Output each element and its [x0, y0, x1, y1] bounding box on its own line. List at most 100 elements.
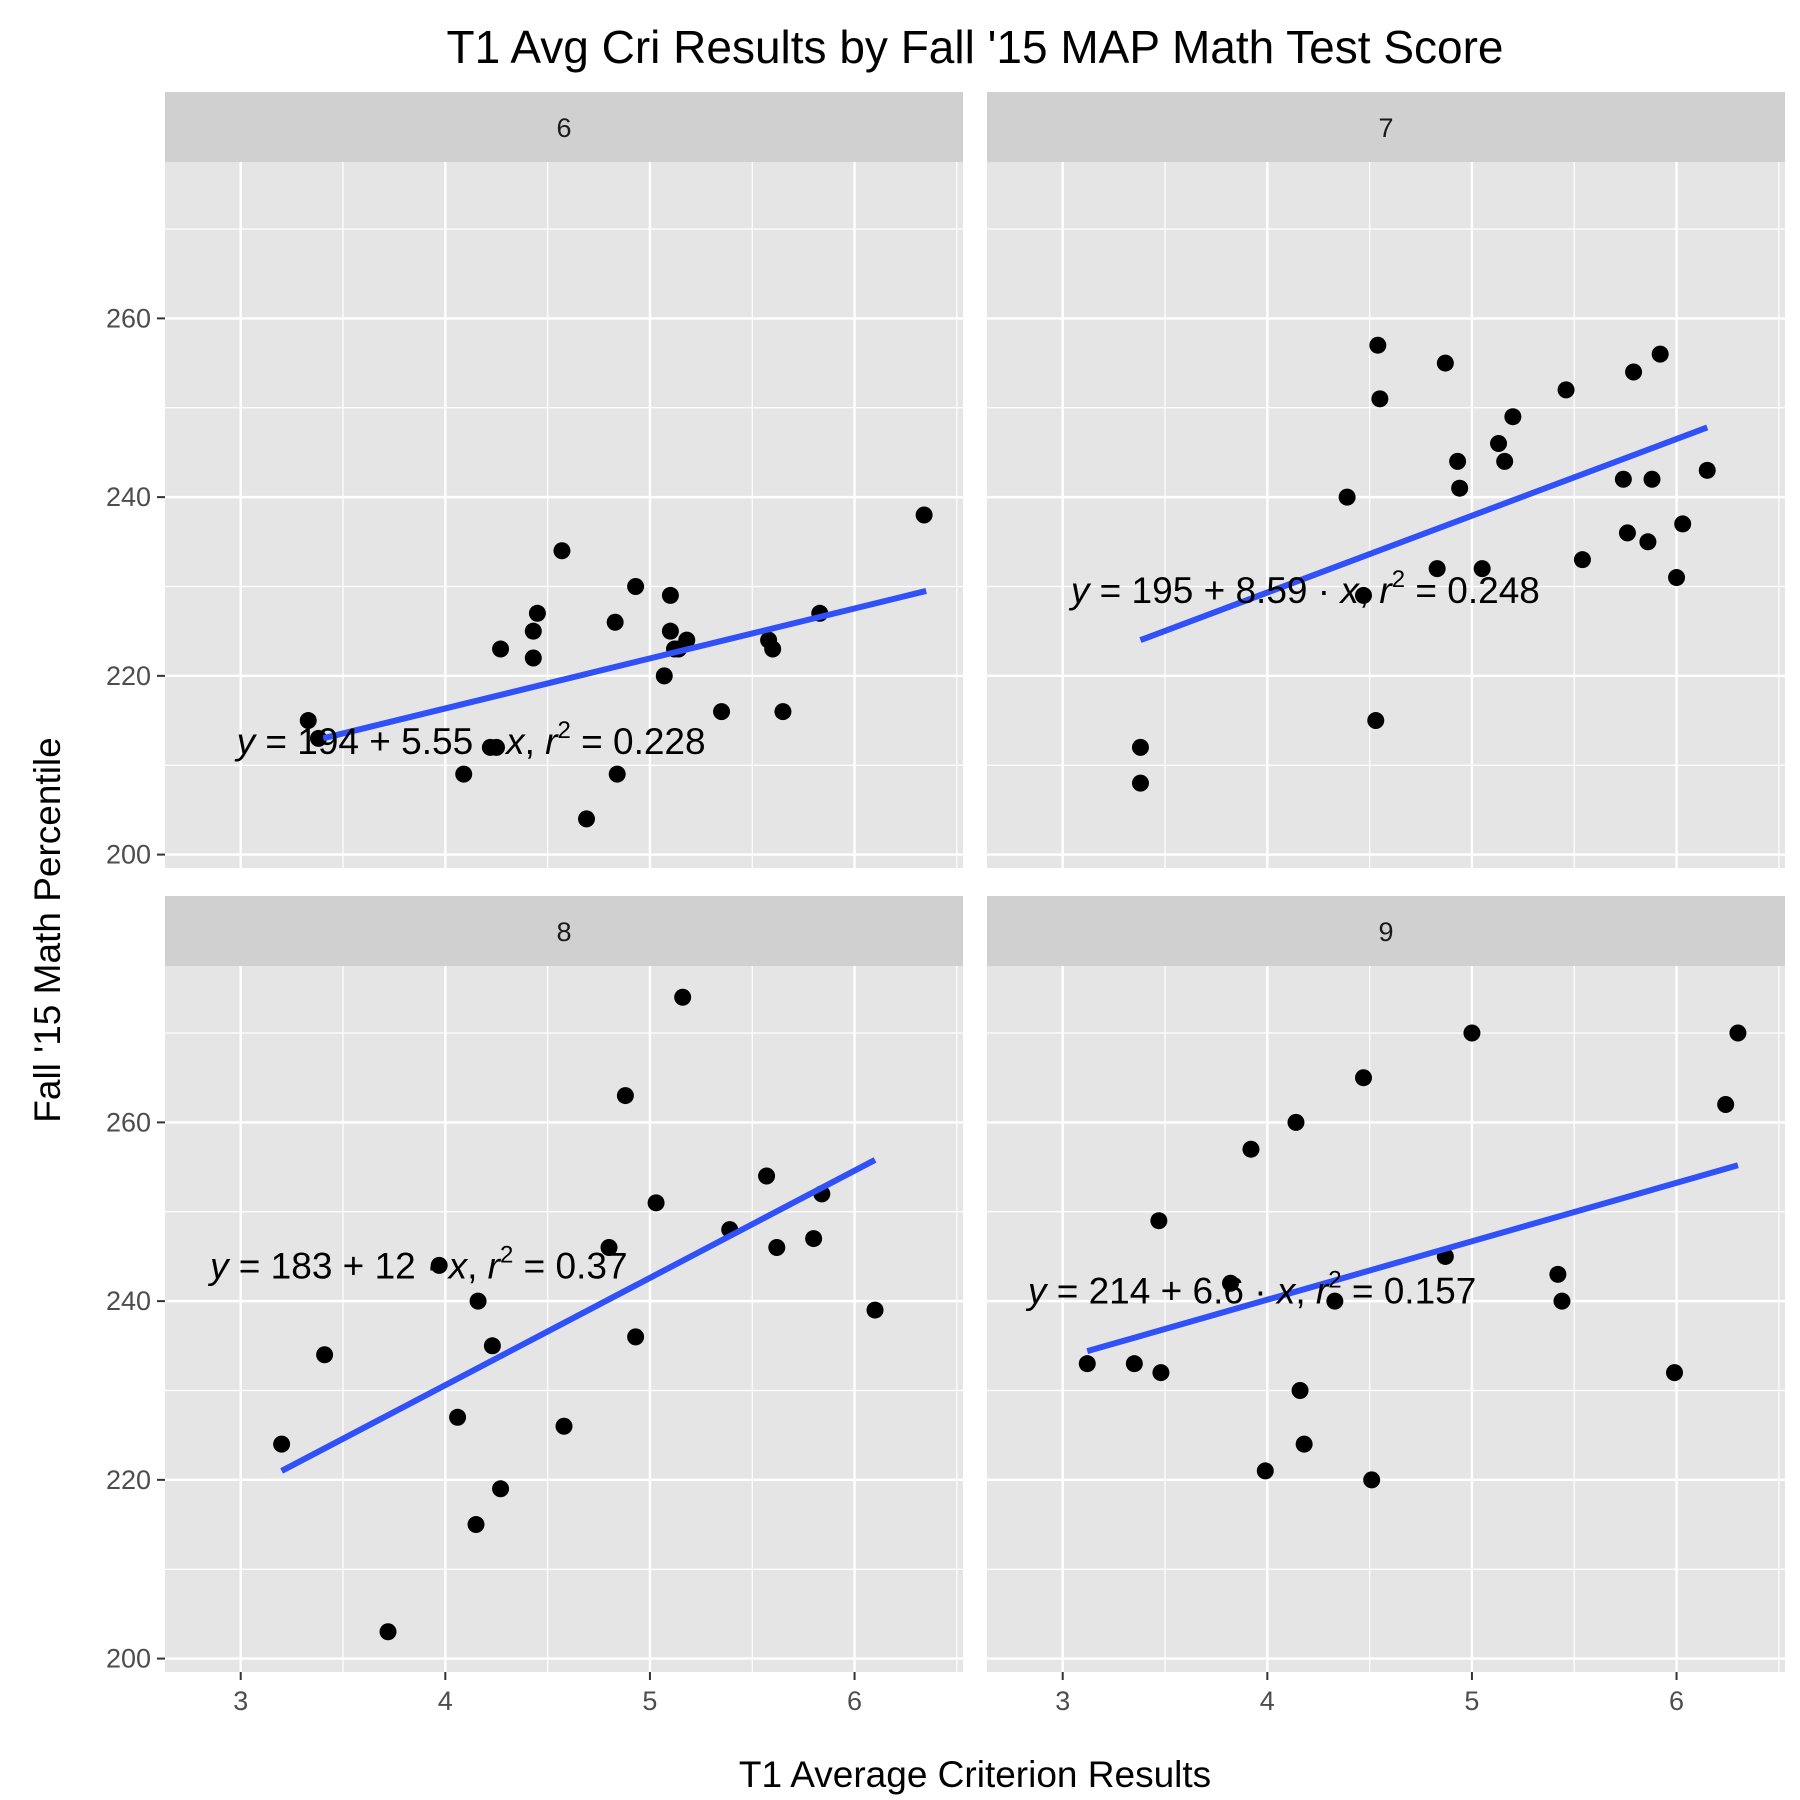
- data-point: [678, 631, 696, 649]
- data-point: [1369, 336, 1387, 354]
- y-tick-label: 220: [106, 661, 151, 691]
- data-point: [1698, 461, 1716, 479]
- y-tick-label: 240: [106, 482, 151, 512]
- data-point: [1354, 1069, 1372, 1087]
- data-point: [1573, 551, 1591, 569]
- data-point: [1674, 515, 1692, 533]
- data-point: [1449, 452, 1467, 470]
- data-point: [1451, 479, 1469, 497]
- data-point: [661, 586, 679, 604]
- facet-strip-label: 6: [556, 113, 571, 143]
- facet-strip: [987, 92, 1785, 162]
- data-point: [627, 577, 645, 595]
- facet-panel-7: 7 y = 195 + 8.59 · x, r2 = 0.248: [987, 92, 1785, 868]
- data-point: [1242, 1140, 1260, 1158]
- data-point: [309, 729, 327, 747]
- facet-strip-label: 8: [556, 917, 571, 947]
- data-point: [524, 649, 542, 667]
- regression-equation: y = 214 + 6.6 · x, r2 = 0.157: [1025, 1266, 1476, 1311]
- x-tick-label: 6: [1669, 1686, 1684, 1716]
- x-tick-label: 6: [847, 1686, 862, 1716]
- data-point: [1473, 560, 1491, 578]
- y-tick-label: 240: [106, 1286, 151, 1316]
- data-point: [455, 765, 473, 783]
- x-tick-label: 5: [1464, 1686, 1479, 1716]
- data-point: [1496, 452, 1514, 470]
- data-point: [915, 506, 933, 524]
- data-point: [768, 1239, 786, 1257]
- data-point: [1553, 1292, 1571, 1310]
- regression-line: [1139, 424, 1709, 643]
- data-point: [1152, 1364, 1170, 1382]
- data-point: [1549, 1265, 1567, 1283]
- x-tick-label: 4: [438, 1686, 453, 1716]
- plot-panel: [165, 162, 963, 868]
- data-point: [1131, 774, 1149, 792]
- data-point: [487, 738, 505, 756]
- data-point: [1729, 1024, 1747, 1042]
- x-tick-label: 5: [642, 1686, 657, 1716]
- data-point: [1436, 354, 1454, 372]
- data-point: [1643, 470, 1661, 488]
- facet-panels: 6 200 220 240 260 y = 194 + 5.55 · x, r2 = 0.…: [106, 92, 1785, 1716]
- facet-strip: [165, 896, 963, 966]
- regression-line: [280, 1157, 877, 1474]
- facet-panel-6: 6 200 220 240 260 y = 194 + 5.55 · x, r2 = 0.…: [106, 92, 963, 870]
- data-point: [1625, 363, 1643, 381]
- data-point: [627, 1328, 645, 1346]
- facet-strip: [165, 92, 963, 162]
- data-point: [1221, 1274, 1239, 1292]
- y-tick-label: 220: [106, 1465, 151, 1495]
- data-point: [449, 1408, 467, 1426]
- data-point: [1131, 738, 1149, 756]
- y-tick-label: 260: [106, 303, 151, 333]
- x-tick-label: 4: [1260, 1686, 1275, 1716]
- facet-strip-label: 7: [1378, 113, 1393, 143]
- y-tick-label: 200: [106, 1644, 151, 1674]
- x-tick-label: 3: [233, 1686, 248, 1716]
- regression-line: [321, 588, 927, 742]
- data-point: [606, 613, 624, 631]
- data-point: [1367, 712, 1385, 730]
- data-point: [647, 1194, 665, 1212]
- data-point: [774, 703, 792, 721]
- data-point: [528, 604, 546, 622]
- data-point: [1490, 435, 1508, 453]
- data-point: [1295, 1435, 1313, 1453]
- data-point: [1614, 470, 1632, 488]
- data-point: [1639, 533, 1657, 551]
- data-point: [524, 622, 542, 640]
- x-tick-label: 3: [1055, 1686, 1070, 1716]
- data-point: [764, 640, 782, 658]
- y-tick-label: 260: [106, 1107, 151, 1137]
- data-point: [1078, 1355, 1096, 1373]
- regression-line: [1086, 1162, 1739, 1355]
- facet-strip-label: 9: [1378, 917, 1393, 947]
- data-point: [555, 1417, 573, 1435]
- regression-equation: y = 183 + 12 · x, r2 = 0.37: [207, 1241, 628, 1286]
- data-point: [1338, 488, 1356, 506]
- data-point: [616, 1087, 634, 1105]
- data-point: [1504, 408, 1522, 426]
- data-point: [1291, 1381, 1309, 1399]
- data-point: [1256, 1462, 1274, 1480]
- data-point: [469, 1292, 487, 1310]
- regression-equation: y = 194 + 5.55 · x, r2 = 0.228: [234, 717, 706, 762]
- data-point: [299, 712, 317, 730]
- data-point: [1717, 1096, 1735, 1114]
- data-point: [492, 640, 510, 658]
- data-point: [758, 1167, 776, 1185]
- data-point: [379, 1623, 397, 1641]
- plot-panel: [987, 162, 1785, 868]
- data-point: [1618, 524, 1636, 542]
- chart-title: T1 Avg Cri Results by Fall '15 MAP Math …: [447, 21, 1504, 73]
- regression-equation: y = 195 + 8.59 · x, r2 = 0.248: [1068, 566, 1540, 611]
- data-point: [866, 1301, 884, 1319]
- y-axis-title: Fall '15 Math Percentile: [27, 737, 68, 1122]
- data-point: [713, 703, 731, 721]
- plot-panel: [165, 966, 963, 1672]
- data-point: [1354, 586, 1372, 604]
- data-point: [1150, 1212, 1168, 1230]
- data-point: [1287, 1113, 1305, 1131]
